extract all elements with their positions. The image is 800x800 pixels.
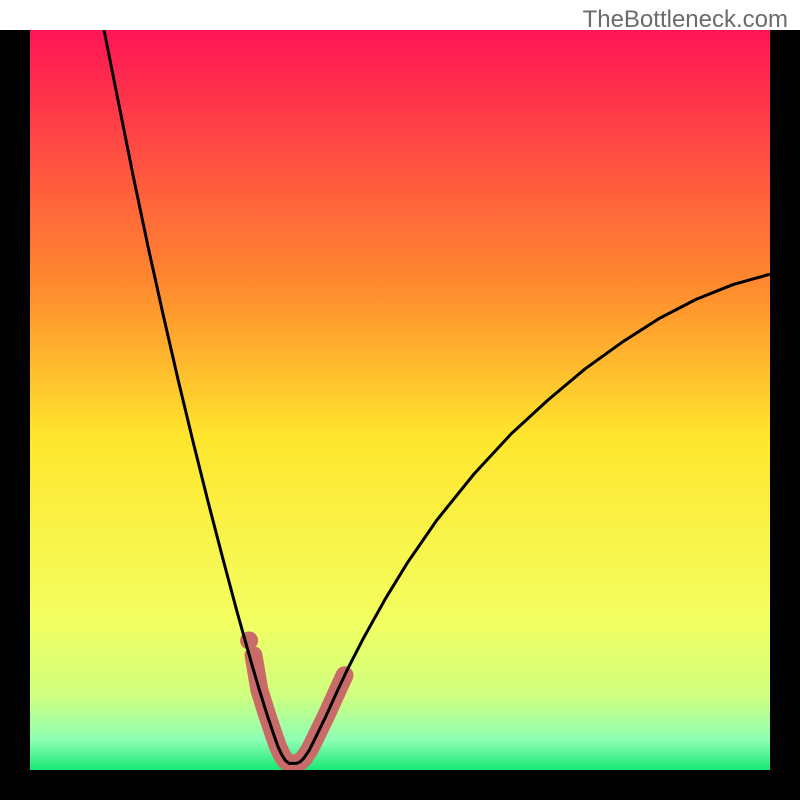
- frame-left: [0, 30, 30, 800]
- frame-right: [770, 30, 800, 800]
- chart-container: TheBottleneck.com: [0, 0, 800, 800]
- watermark: TheBottleneck.com: [583, 6, 788, 34]
- plot-svg: [0, 0, 800, 800]
- frame-bottom: [0, 770, 800, 800]
- gradient-background: [30, 30, 770, 770]
